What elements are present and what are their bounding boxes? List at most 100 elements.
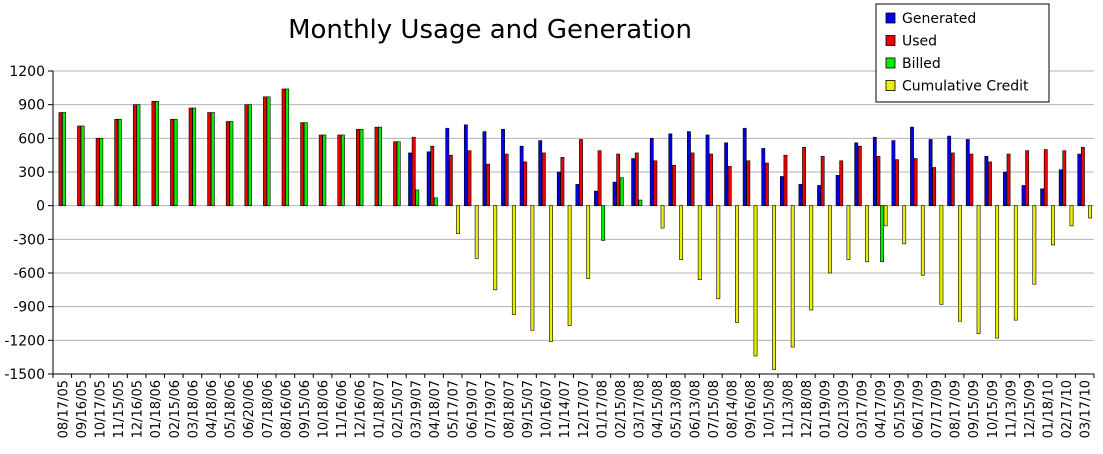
bar-generated <box>426 151 431 206</box>
bar-used <box>300 122 305 206</box>
bar-generated <box>482 131 487 206</box>
x-tick-label: 02/15/06 <box>168 380 183 438</box>
bar-used <box>746 160 751 206</box>
x-tick-label: 08/16/06 <box>279 380 294 438</box>
y-tick-label: -900 <box>13 300 45 316</box>
legend-swatch <box>885 57 896 69</box>
x-tick-label: 11/15/05 <box>112 380 127 438</box>
bar-used <box>281 88 286 206</box>
bar-generated <box>965 139 970 206</box>
bar-cumulative-credit <box>456 205 460 235</box>
bar-billed <box>341 134 345 206</box>
bar-generated <box>928 139 933 206</box>
bar-generated <box>891 140 896 206</box>
bar-cumulative-credit <box>586 205 591 279</box>
bar-cumulative-credit <box>995 205 1000 339</box>
x-tick-label: 07/18/06 <box>261 380 276 438</box>
bar-generated <box>519 145 524 206</box>
bar-used <box>876 155 881 206</box>
bar-billed <box>880 205 884 263</box>
legend-box <box>875 3 1050 103</box>
bar-used <box>523 161 528 206</box>
bar-used <box>672 164 676 206</box>
bar-used <box>448 154 453 206</box>
bar-used <box>839 160 844 206</box>
bar-cumulative-credit <box>1051 205 1055 246</box>
bar-used <box>188 107 193 206</box>
bar-cumulative-credit <box>716 205 721 300</box>
bar-billed <box>155 101 159 206</box>
bar-generated <box>649 138 654 206</box>
bar-cumulative-credit <box>567 205 572 327</box>
legend-label: Billed <box>902 56 941 72</box>
x-tick-label: 12/17/07 <box>577 380 592 438</box>
x-tick-label: 10/15/09 <box>986 380 1001 438</box>
chart-title: Monthly Usage and Generation <box>288 15 692 45</box>
bar-used <box>988 161 992 206</box>
x-tick-label: 10/18/06 <box>317 380 332 438</box>
bar-used <box>541 152 546 206</box>
legend-label: Cumulative Credit <box>902 79 1029 95</box>
bar-generated <box>817 185 821 206</box>
bar-cumulative-credit <box>958 205 962 322</box>
bar-used <box>374 126 379 206</box>
y-tick-label: 900 <box>18 98 45 114</box>
x-tick-label: 11/13/09 <box>1004 380 1019 438</box>
x-tick-label: 11/13/08 <box>781 380 796 438</box>
bar-billed <box>248 104 252 206</box>
y-tick-label: 1200 <box>9 64 45 80</box>
bar-cumulative-credit <box>883 205 888 227</box>
legend-swatch <box>885 12 896 24</box>
x-tick-label: 12/15/09 <box>1023 380 1038 438</box>
x-tick-label: 08/17/09 <box>949 380 964 438</box>
bar-used <box>170 118 174 206</box>
bar-used <box>783 154 788 206</box>
bar-cumulative-credit <box>474 205 479 259</box>
bar-billed <box>266 96 271 206</box>
bar-used <box>411 136 416 206</box>
bar-used <box>802 147 806 206</box>
y-tick-label: 0 <box>36 199 45 215</box>
legend-label: Used <box>902 34 937 50</box>
legend-swatch <box>885 35 896 46</box>
bar-used <box>77 125 81 206</box>
bar-generated <box>687 131 691 206</box>
x-tick-label: 03/17/09 <box>856 380 871 438</box>
bar-generated <box>538 140 543 206</box>
bar-used <box>430 145 435 206</box>
bar-generated <box>984 155 989 206</box>
x-tick-label: 04/15/08 <box>651 380 666 438</box>
x-tick-label: 07/19/07 <box>484 380 499 438</box>
bar-generated <box>835 175 840 206</box>
bar-used <box>356 129 360 206</box>
bar-used <box>560 157 565 206</box>
x-tick-label: 02/13/09 <box>837 380 852 438</box>
x-tick-label: 12/16/05 <box>131 380 146 438</box>
bar-billed <box>303 122 308 206</box>
bar-cumulative-credit <box>493 205 498 291</box>
x-tick-label: 06/20/06 <box>242 380 257 438</box>
bar-generated <box>1040 188 1045 206</box>
bar-generated <box>872 136 877 206</box>
bar-used <box>114 118 119 206</box>
x-tick-label: 01/18/06 <box>149 380 164 438</box>
x-tick-label: 05/17/07 <box>447 380 462 438</box>
y-tick-label: -600 <box>13 266 45 282</box>
bar-used <box>1025 150 1030 206</box>
bar-cumulative-credit <box>530 205 535 331</box>
bar-used <box>58 112 63 206</box>
x-tick-label: 12/18/08 <box>800 380 815 438</box>
bar-billed <box>415 189 420 206</box>
x-tick-label: 03/17/08 <box>633 380 648 438</box>
bar-cumulative-credit <box>976 205 981 334</box>
bar-used <box>709 153 714 206</box>
bar-used <box>950 152 955 206</box>
x-tick-label: 09/15/09 <box>967 380 982 438</box>
bar-generated <box>445 127 450 206</box>
bar-cumulative-credit <box>772 205 776 370</box>
axes <box>48 70 1095 378</box>
bar-generated <box>1077 153 1082 206</box>
x-tick-label: 01/18/10 <box>1042 380 1057 438</box>
x-tick-label: 01/18/07 <box>372 380 387 438</box>
x-tick-label: 11/14/07 <box>558 380 573 438</box>
